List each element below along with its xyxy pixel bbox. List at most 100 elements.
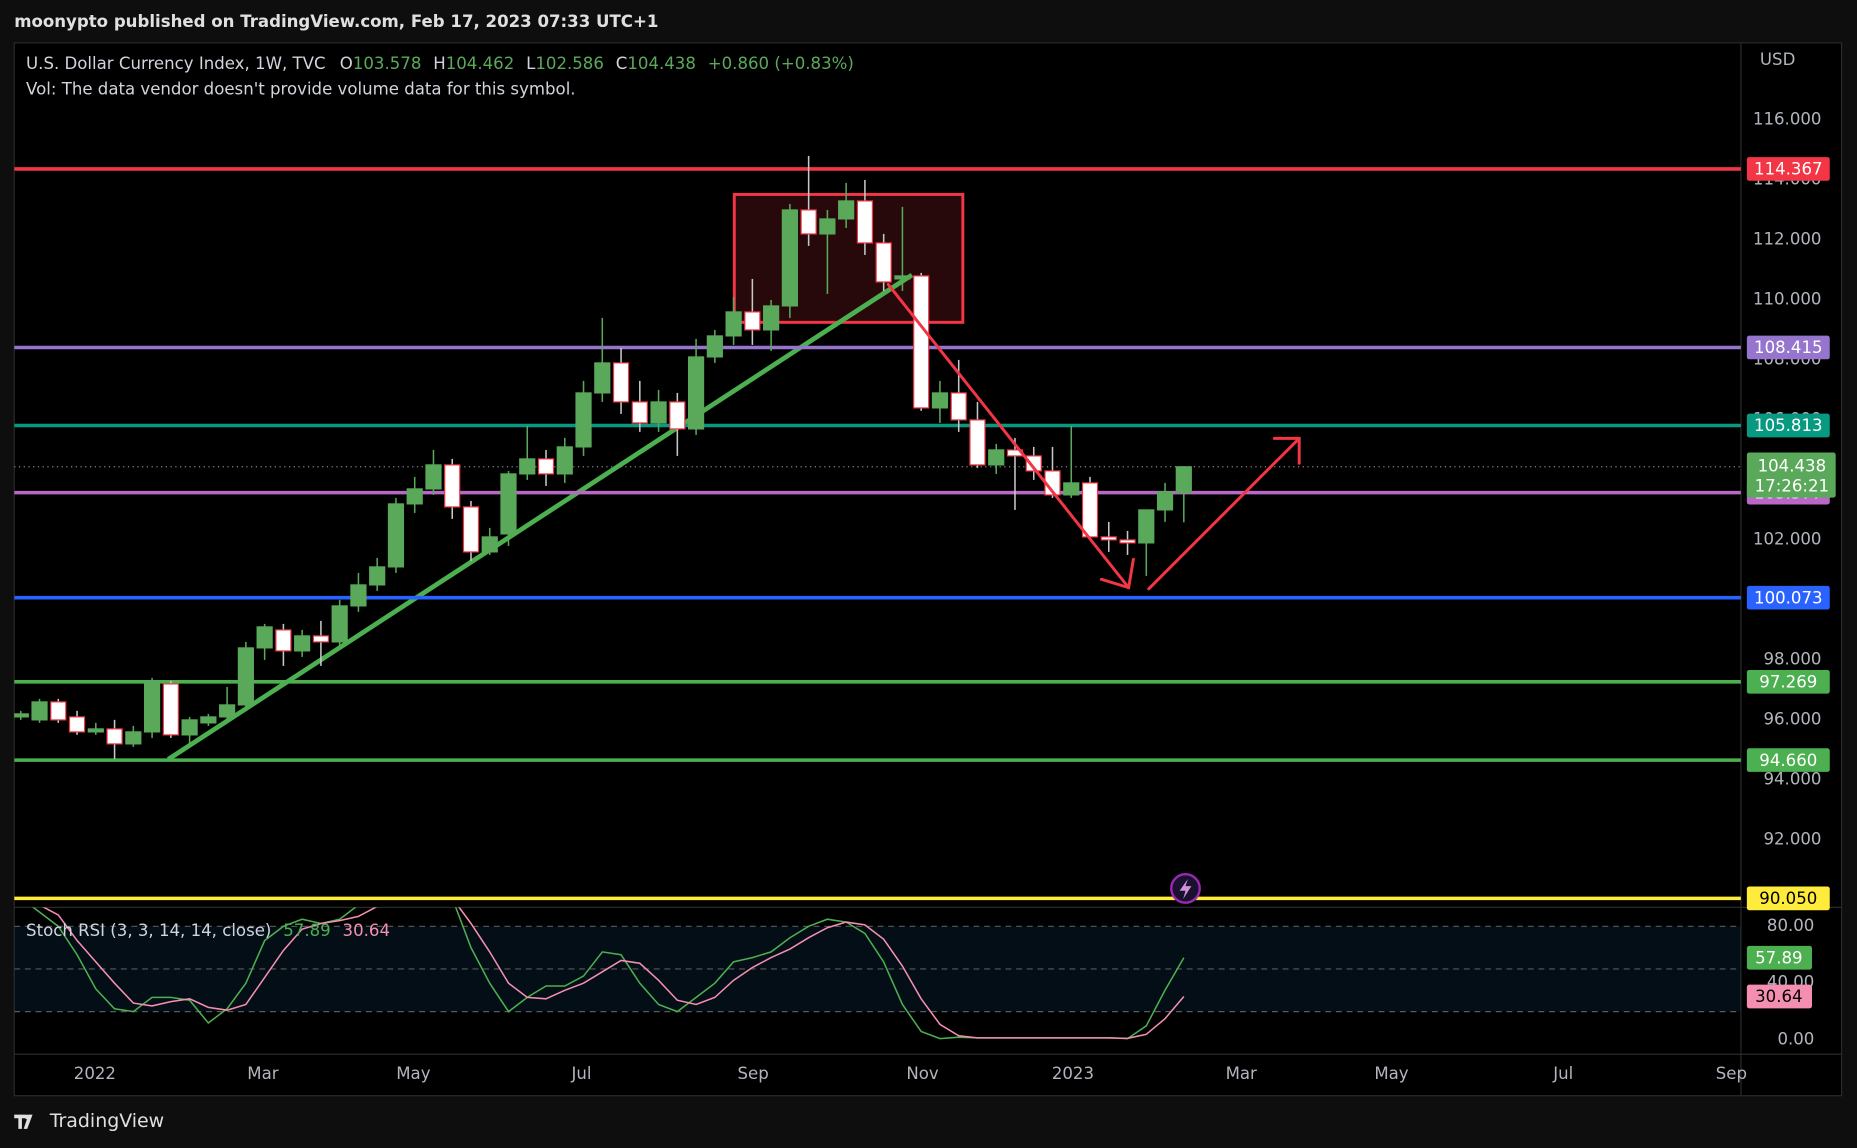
y-tick-label: 92.000 <box>1763 829 1821 848</box>
candle-body <box>687 356 705 430</box>
candle-body <box>1156 491 1174 511</box>
legend-title: U.S. Dollar Currency Index, 1W, TVC <box>26 54 325 73</box>
rsi-legend-value: 30.64 <box>343 921 390 940</box>
candle-body <box>556 446 573 475</box>
level-label: 90.050 <box>1759 889 1817 908</box>
legend-key: H <box>433 54 445 73</box>
rsi-pane <box>14 907 1741 1040</box>
candle-body <box>350 584 367 607</box>
rsi-badge <box>1746 945 1812 970</box>
candle-body <box>481 536 498 553</box>
x-tick-label: May <box>396 1064 430 1083</box>
level-label: 114.367 <box>1754 160 1823 179</box>
x-tick-label: 2023 <box>1052 1064 1094 1083</box>
legend-value: 104.462 <box>446 54 515 73</box>
candle-body <box>68 716 86 733</box>
candle-body <box>125 731 142 745</box>
candle-body <box>1119 539 1136 544</box>
level-badge <box>1746 157 1830 181</box>
trend-line <box>166 272 914 762</box>
y-tick-label: 96.000 <box>1763 709 1821 728</box>
level-badge <box>1746 413 1830 438</box>
currency: USD <box>1760 50 1795 69</box>
legend-value: 103.578 <box>353 54 422 73</box>
candle-body <box>781 209 798 307</box>
arrow-down <box>886 282 1131 590</box>
candle-body <box>631 401 648 424</box>
candle-body <box>387 503 405 568</box>
legend-change: +0.860 (+0.83%) <box>708 54 854 73</box>
candle-body <box>14 713 29 718</box>
legend: U.S. Dollar Currency Index, 1W, TVC O103.… <box>26 54 854 73</box>
candle-body <box>500 473 517 535</box>
candle-body <box>406 488 423 505</box>
x-tick-label: 2022 <box>74 1064 116 1083</box>
x-tick-label: Sep <box>737 1064 768 1083</box>
x-tick-label: Nov <box>906 1064 939 1083</box>
level-label: 100.073 <box>1754 588 1823 607</box>
candle-body <box>875 242 892 283</box>
x-tick-label: Mar <box>247 1064 278 1083</box>
countdown-label: 17:26:21 <box>1755 476 1829 495</box>
candle-body <box>1081 482 1099 538</box>
rsi-line <box>42 907 1185 1040</box>
candle-body <box>425 464 442 490</box>
candle-body <box>988 449 1005 466</box>
y-tick-label: 94.000 <box>1763 769 1821 788</box>
candle-body <box>181 719 198 736</box>
y-tick-label: 112.000 <box>1753 229 1822 248</box>
candle-body <box>950 392 967 421</box>
candle-body <box>669 401 686 430</box>
candle-body <box>256 626 273 649</box>
rsi-badge <box>1746 984 1812 1009</box>
candle-body <box>969 419 986 466</box>
y-tick-label: 116.000 <box>1753 109 1822 128</box>
candle-body <box>612 362 630 403</box>
candle-body <box>894 275 911 280</box>
candle-body <box>763 305 780 331</box>
legend-key: O <box>340 54 353 73</box>
candle-body <box>106 728 123 745</box>
x-tick-label: Jul <box>570 1064 591 1083</box>
candle-body <box>594 362 611 394</box>
y-tick-label: 98.000 <box>1763 649 1821 668</box>
candle-body <box>312 635 330 643</box>
candle-body <box>819 218 836 235</box>
candle-body <box>575 392 592 448</box>
volume-note: Vol: The data vendor doesn't provide vol… <box>26 80 576 99</box>
rsi-tick-label: 80.00 <box>1767 916 1814 935</box>
x-tick-label: Mar <box>1226 1064 1257 1083</box>
level-badge <box>1746 748 1830 772</box>
candle-body <box>87 728 104 733</box>
candle-body <box>838 200 855 220</box>
candle-body <box>800 209 817 235</box>
candle-body <box>143 680 161 733</box>
level-label: 94.660 <box>1759 751 1817 770</box>
level-badge <box>1746 669 1830 694</box>
candle-body <box>462 506 480 553</box>
arrow-up <box>1147 436 1301 591</box>
candle-body <box>31 701 48 721</box>
candle-body <box>856 200 874 244</box>
logo <box>14 1114 33 1129</box>
candle-body <box>294 635 311 652</box>
candle-body <box>744 311 761 331</box>
candle-body <box>50 701 67 721</box>
annotations: 114.367108.415105.813103.577100.07397.26… <box>886 157 1836 1009</box>
rsi-tick-label: 0.00 <box>1777 1030 1814 1049</box>
legend-value: 102.586 <box>535 54 604 73</box>
rsi-title: Stoch RSI (3, 3, 14, 14, close) <box>26 921 271 940</box>
candle-body <box>1175 466 1192 494</box>
candle-body <box>162 683 179 736</box>
candle-body <box>237 647 254 706</box>
candle-body <box>219 704 236 718</box>
y-tick-label: 110.000 <box>1753 289 1822 308</box>
last-price-badge <box>1746 452 1836 498</box>
arrow-head <box>1099 557 1135 590</box>
main-pane <box>14 155 1741 901</box>
level-badge <box>1746 886 1830 911</box>
candle-body <box>537 458 555 475</box>
legend-key: L <box>526 54 536 73</box>
